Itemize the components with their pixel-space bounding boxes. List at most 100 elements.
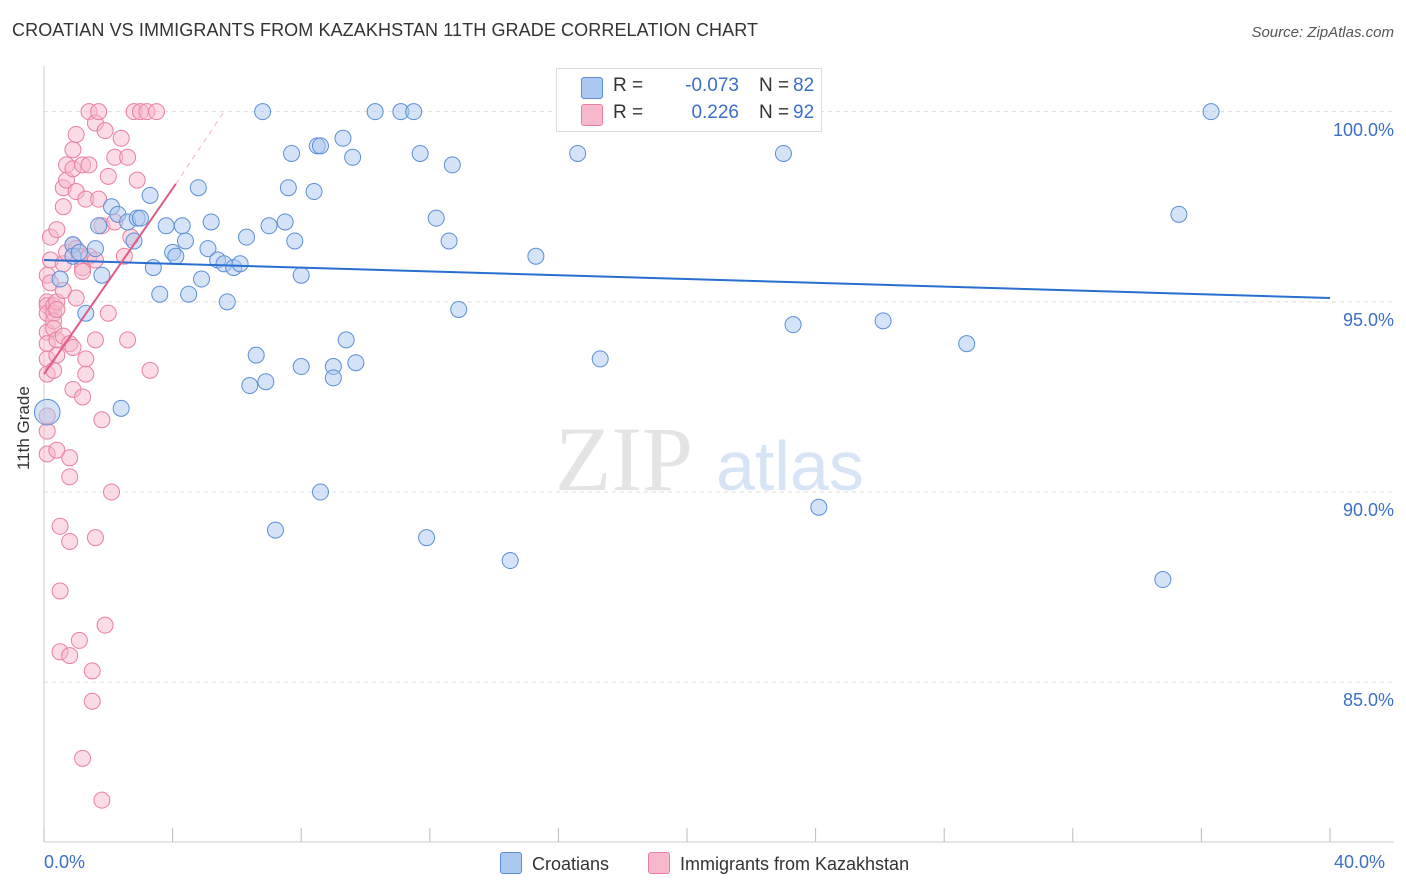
legend-n-label: N = (759, 102, 790, 123)
data-point (148, 103, 166, 121)
data-point (141, 186, 159, 204)
data-point (61, 468, 79, 486)
data-point (96, 616, 114, 634)
data-point (440, 232, 458, 250)
data-point (103, 483, 121, 501)
data-point (1170, 205, 1188, 223)
data-point (173, 217, 191, 235)
data-point (93, 411, 111, 429)
data-point (112, 399, 130, 417)
legend-r-label: R = (613, 102, 644, 123)
data-point (83, 692, 101, 710)
legend-label-croatians: Croatians (532, 854, 610, 874)
data-point (119, 331, 137, 349)
data-point (1154, 571, 1172, 589)
data-point (99, 304, 117, 322)
data-point (193, 270, 211, 288)
x-tick-label-max: 40.0% (1334, 852, 1386, 872)
data-point (119, 148, 137, 166)
trend-line-kazakhstan (43, 183, 177, 375)
data-point (93, 791, 111, 809)
data-point (254, 103, 272, 121)
watermark-zip: ZIP (555, 408, 693, 510)
data-point (64, 141, 82, 159)
data-point (151, 285, 169, 303)
data-point (64, 338, 82, 356)
data-point (311, 137, 329, 155)
watermark: ZIP atlas (555, 408, 864, 510)
data-point (292, 358, 310, 376)
data-point (80, 156, 98, 174)
y-axis-label: 11th Grade (14, 386, 33, 470)
data-point (347, 354, 365, 372)
data-point (292, 266, 310, 284)
data-point (810, 498, 828, 516)
data-point (141, 361, 159, 379)
data-point (54, 198, 72, 216)
trend-lines (43, 111, 1331, 375)
data-point (305, 183, 323, 201)
data-point (180, 285, 198, 303)
y-tick-label: 95.0% (1342, 309, 1394, 330)
data-point (48, 300, 66, 318)
legend-r-label: R = (613, 75, 644, 96)
data-point (337, 331, 355, 349)
data-point (67, 125, 85, 143)
trend-line-croatians (43, 259, 1331, 300)
data-point (99, 167, 117, 185)
legend-n-value: 82 (793, 75, 815, 96)
data-point (344, 148, 362, 166)
data-point (45, 361, 63, 379)
data-point (405, 103, 423, 121)
data-point (33, 398, 61, 426)
data-point (418, 529, 436, 547)
data-point (501, 552, 519, 570)
data-point (286, 232, 304, 250)
data-point (202, 213, 220, 231)
data-point (48, 221, 66, 239)
data-point (247, 346, 265, 364)
data-point (128, 171, 146, 189)
data-point (74, 388, 92, 406)
data-point (90, 217, 108, 235)
data-point (67, 289, 85, 307)
data-point (279, 179, 297, 197)
data-point (83, 662, 101, 680)
data-point (238, 228, 256, 246)
legend-swatch-pink (581, 104, 603, 126)
data-point (443, 156, 461, 174)
data-point (61, 532, 79, 550)
data-point (61, 449, 79, 467)
data-point (218, 293, 236, 311)
data-point (427, 209, 445, 227)
data-point (51, 270, 69, 288)
legend-r-value: -0.073 (685, 75, 739, 96)
series-kazakhstan (38, 103, 166, 809)
data-point (260, 217, 278, 235)
data-point (1202, 103, 1220, 121)
watermark-atlas: atlas (716, 427, 864, 505)
data-point (86, 240, 104, 258)
grid-lines (44, 111, 1394, 683)
data-point (231, 255, 249, 273)
legend-item-kazakhstan: Immigrants from Kazakhstan (648, 852, 909, 875)
data-point (51, 582, 69, 600)
legend-swatch-blue (500, 852, 522, 874)
legend-item-croatians: Croatians (500, 852, 609, 875)
data-point (157, 217, 175, 235)
data-point (90, 103, 108, 121)
y-tick-label: 90.0% (1342, 500, 1394, 521)
data-point (77, 350, 95, 368)
data-point (311, 483, 329, 501)
data-point (527, 247, 545, 265)
data-point (70, 631, 88, 649)
data-point (77, 365, 95, 383)
data-point (74, 262, 92, 280)
data-point (48, 441, 66, 459)
series-croatians (33, 103, 1220, 589)
data-point (51, 517, 69, 535)
data-point (283, 144, 301, 162)
stats-legend: R = -0.073 N = 82 R = 0.226 N = 92 (556, 68, 822, 132)
data-point (112, 129, 130, 147)
data-point (93, 266, 111, 284)
